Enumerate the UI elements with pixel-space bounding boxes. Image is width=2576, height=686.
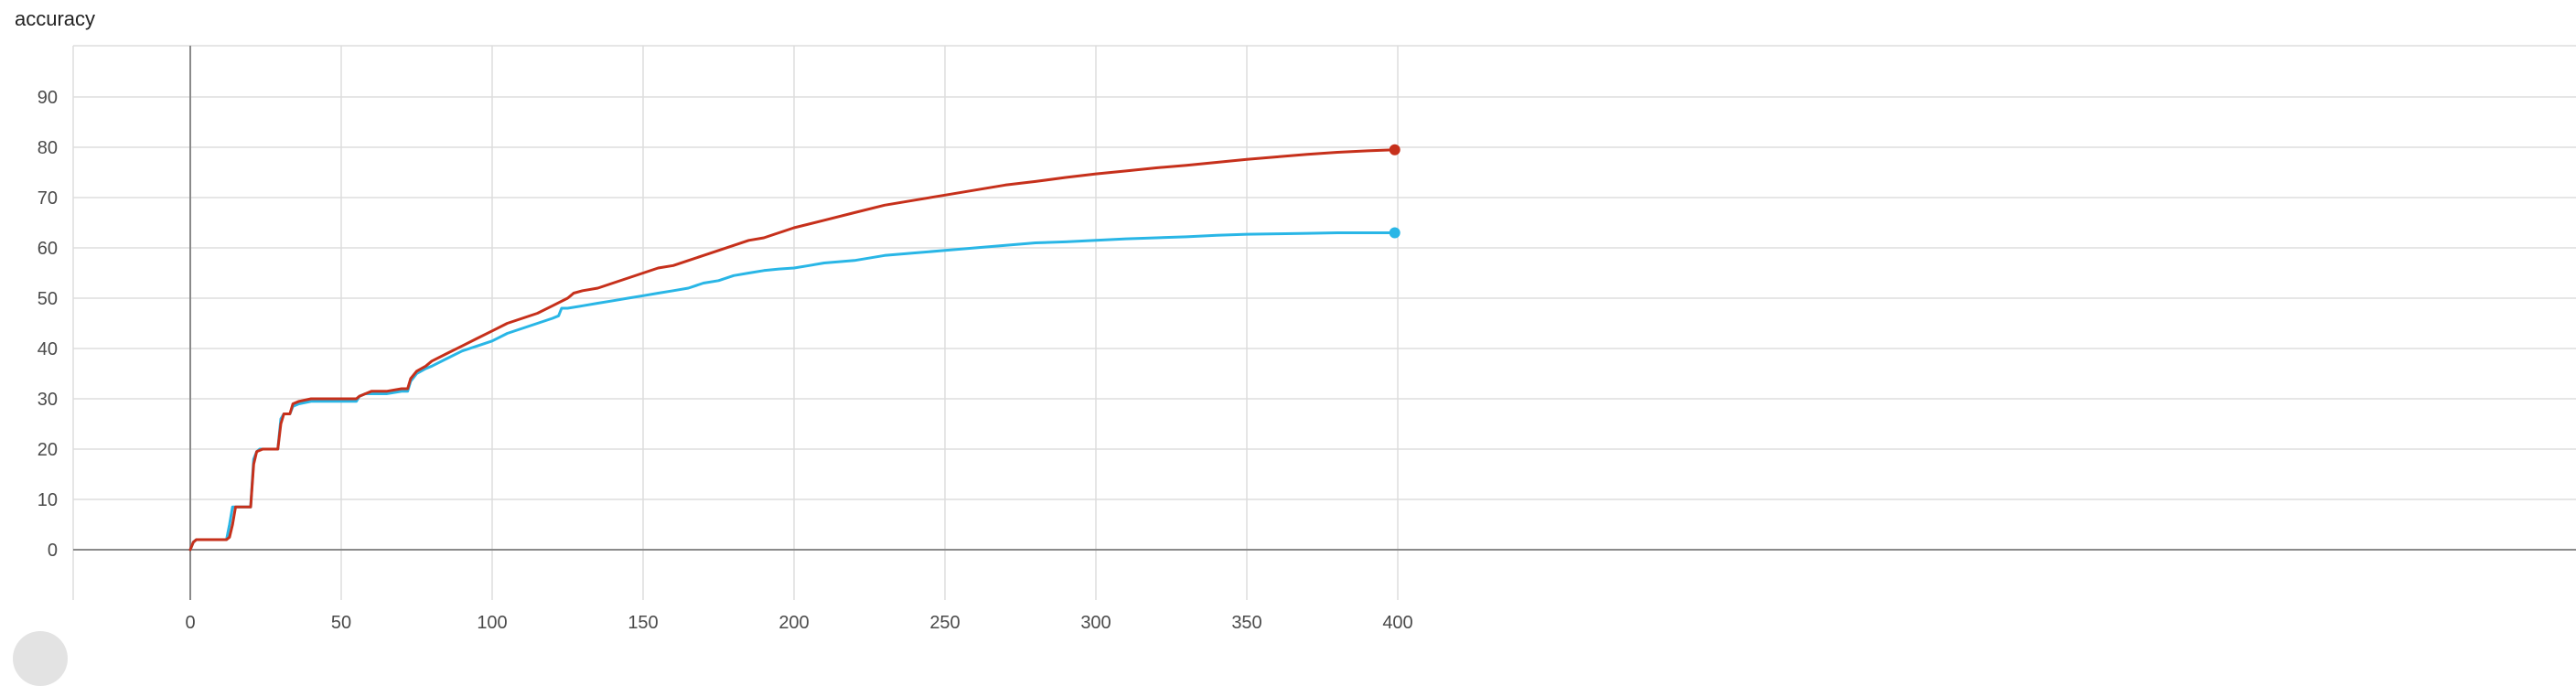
x-tick-label-250: 250 <box>929 613 960 633</box>
series-end-point-1 <box>1389 144 1401 155</box>
y-tick-label-70: 70 <box>38 188 58 209</box>
grid-y <box>73 96 2576 500</box>
accuracy-chart: 0 50 100 150 200 250 300 350 400 0 10 20 30 40 50 60 70 8… <box>38 45 2576 633</box>
y-tick-label-50: 50 <box>38 289 58 309</box>
x-tick-label-400: 400 <box>1382 613 1412 633</box>
axes <box>72 45 2576 600</box>
chart-title: accuracy <box>15 7 96 30</box>
series-end-point-0 <box>1389 227 1401 239</box>
y-tick-label-60: 60 <box>38 239 58 259</box>
x-tick-label-0: 0 <box>185 613 195 633</box>
y-tick-label-30: 30 <box>38 390 58 410</box>
grid-x <box>340 46 1399 600</box>
y-tick-label-80: 80 <box>38 138 58 158</box>
series-group <box>188 144 1401 552</box>
x-tick-label-100: 100 <box>477 613 507 633</box>
tick-labels: 0 50 100 150 200 250 300 350 400 0 10 20 30 40 50 60 70 8… <box>38 88 1413 633</box>
x-tick-label-150: 150 <box>628 613 658 633</box>
series-line-1 <box>188 148 1397 552</box>
y-tick-label-10: 10 <box>38 490 58 510</box>
x-tick-label-200: 200 <box>778 613 809 633</box>
x-tick-label-300: 300 <box>1080 613 1111 633</box>
y-tick-label-40: 40 <box>38 339 58 359</box>
y-tick-label-0: 0 <box>48 541 58 561</box>
x-tick-label-50: 50 <box>331 613 351 633</box>
y-tick-label-90: 90 <box>38 88 58 108</box>
x-tick-label-350: 350 <box>1231 613 1261 633</box>
corner-button-decor <box>13 631 68 686</box>
y-tick-label-20: 20 <box>38 440 58 460</box>
